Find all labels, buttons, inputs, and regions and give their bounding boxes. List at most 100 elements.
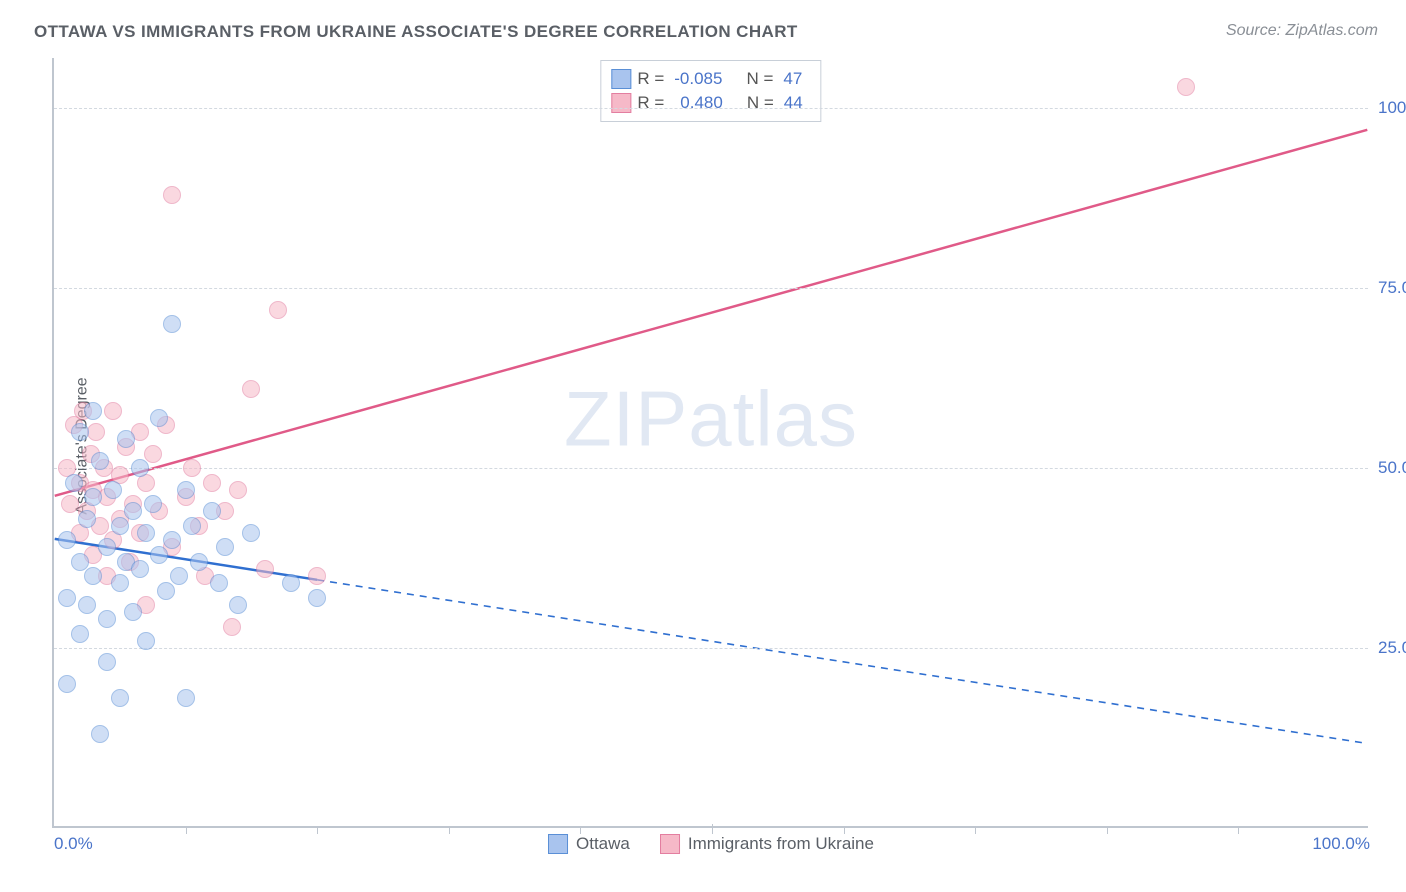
- data-point: [104, 481, 122, 499]
- data-point: [117, 430, 135, 448]
- n-value-ukraine: 44: [784, 93, 803, 113]
- source-name: ZipAtlas.com: [1286, 22, 1378, 39]
- source-prefix: Source:: [1226, 22, 1286, 39]
- data-point: [98, 610, 116, 628]
- r-value-ottawa: -0.085: [674, 69, 722, 89]
- data-point: [150, 546, 168, 564]
- data-point: [71, 553, 89, 571]
- n-label: N =: [746, 69, 773, 89]
- chart-title: OTTAWA VS IMMIGRANTS FROM UKRAINE ASSOCI…: [34, 22, 798, 42]
- scatter-plot-area: ZIPatlas R = -0.085 N = 47 R = 0.480 N =…: [52, 58, 1368, 828]
- watermark-bold: ZIP: [564, 374, 688, 462]
- data-point: [124, 603, 142, 621]
- data-point: [84, 567, 102, 585]
- data-point: [91, 725, 109, 743]
- data-point: [190, 553, 208, 571]
- source-attribution: Source: ZipAtlas.com: [1226, 22, 1378, 40]
- r-value-ukraine: 0.480: [680, 93, 723, 113]
- data-point: [203, 474, 221, 492]
- data-point: [177, 689, 195, 707]
- series-name-ottawa: Ottawa: [576, 834, 630, 854]
- data-point: [170, 567, 188, 585]
- x-tick: [712, 824, 713, 834]
- data-point: [131, 459, 149, 477]
- y-tick-label: 75.0%: [1370, 278, 1406, 298]
- data-point: [111, 517, 129, 535]
- data-point: [157, 582, 175, 600]
- y-tick-label: 50.0%: [1370, 458, 1406, 478]
- trend-lines-svg: [54, 58, 1368, 826]
- data-point: [203, 502, 221, 520]
- data-point: [58, 589, 76, 607]
- series-legend: Ottawa Immigrants from Ukraine: [548, 834, 874, 854]
- legend-row-ukraine: R = 0.480 N = 44: [611, 91, 806, 115]
- data-point: [216, 538, 234, 556]
- data-point: [282, 574, 300, 592]
- data-point: [111, 574, 129, 592]
- watermark-thin: atlas: [688, 374, 858, 462]
- legend-row-ottawa: R = -0.085 N = 47: [611, 67, 806, 91]
- x-tick: [844, 826, 845, 834]
- r-label: R =: [637, 69, 664, 89]
- data-point: [91, 452, 109, 470]
- data-point: [71, 423, 89, 441]
- data-point: [137, 632, 155, 650]
- n-label: N =: [747, 93, 774, 113]
- gridline: [54, 648, 1368, 649]
- data-point: [242, 524, 260, 542]
- y-tick-label: 25.0%: [1370, 638, 1406, 658]
- data-point: [308, 567, 326, 585]
- data-point: [104, 402, 122, 420]
- legend-item-ottawa: Ottawa: [548, 834, 630, 854]
- data-point: [183, 517, 201, 535]
- data-point: [61, 495, 79, 513]
- data-point: [163, 186, 181, 204]
- data-point: [137, 524, 155, 542]
- x-tick: [975, 826, 976, 834]
- x-tick: [1107, 826, 1108, 834]
- data-point: [124, 502, 142, 520]
- data-point: [163, 315, 181, 333]
- data-point: [163, 531, 181, 549]
- x-tick: [317, 826, 318, 834]
- gridline: [54, 288, 1368, 289]
- data-point: [84, 402, 102, 420]
- data-point: [131, 560, 149, 578]
- data-point: [223, 618, 241, 636]
- data-point: [242, 380, 260, 398]
- data-point: [177, 481, 195, 499]
- data-point: [98, 538, 116, 556]
- data-point: [210, 574, 228, 592]
- legend-item-ukraine: Immigrants from Ukraine: [660, 834, 874, 854]
- data-point: [183, 459, 201, 477]
- data-point: [71, 625, 89, 643]
- correlation-legend: R = -0.085 N = 47 R = 0.480 N = 44: [600, 60, 821, 122]
- y-tick-label: 100.0%: [1370, 98, 1406, 118]
- data-point: [87, 423, 105, 441]
- data-point: [84, 488, 102, 506]
- data-point: [229, 481, 247, 499]
- x-tick-label: 0.0%: [54, 834, 93, 854]
- data-point: [65, 474, 83, 492]
- data-point: [58, 675, 76, 693]
- x-tick: [580, 826, 581, 834]
- gridline: [54, 108, 1368, 109]
- x-tick: [449, 826, 450, 834]
- data-point: [308, 589, 326, 607]
- legend-swatch-ukraine: [611, 93, 631, 113]
- data-point: [256, 560, 274, 578]
- x-tick-label: 100.0%: [1312, 834, 1370, 854]
- data-point: [144, 445, 162, 463]
- legend-swatch-ukraine-bottom: [660, 834, 680, 854]
- data-point: [229, 596, 247, 614]
- data-point: [98, 653, 116, 671]
- n-value-ottawa: 47: [783, 69, 802, 89]
- data-point: [78, 510, 96, 528]
- gridline: [54, 468, 1368, 469]
- watermark: ZIPatlas: [564, 373, 858, 464]
- data-point: [150, 409, 168, 427]
- r-label: R =: [637, 93, 664, 113]
- data-point: [144, 495, 162, 513]
- data-point: [78, 596, 96, 614]
- series-name-ukraine: Immigrants from Ukraine: [688, 834, 874, 854]
